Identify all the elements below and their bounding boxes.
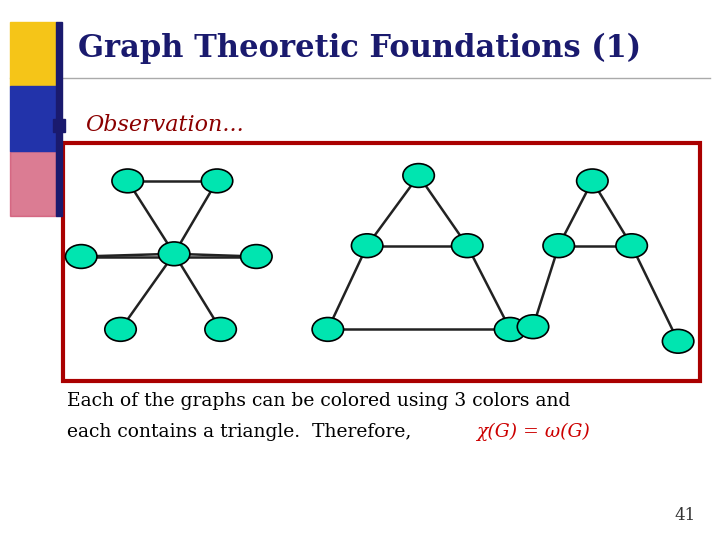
Circle shape — [577, 169, 608, 193]
Circle shape — [616, 234, 647, 258]
Circle shape — [351, 234, 383, 258]
Circle shape — [205, 318, 236, 341]
Bar — [9, 22, 56, 86]
Bar — [56, 22, 62, 216]
Bar — [9, 151, 56, 216]
Text: 41: 41 — [675, 507, 696, 524]
Circle shape — [240, 245, 272, 268]
Circle shape — [495, 318, 526, 341]
Circle shape — [543, 234, 575, 258]
Circle shape — [66, 245, 97, 268]
Text: χ(G) = ω(G): χ(G) = ω(G) — [476, 423, 590, 441]
Circle shape — [312, 318, 343, 341]
Circle shape — [662, 329, 694, 353]
Circle shape — [403, 164, 434, 187]
Circle shape — [202, 169, 233, 193]
Text: Observation...: Observation... — [85, 114, 243, 136]
Text: Each of the graphs can be colored using 3 colors and: Each of the graphs can be colored using … — [67, 392, 570, 410]
Bar — [53, 119, 66, 132]
Circle shape — [158, 242, 190, 266]
Text: Graph Theoretic Foundations (1): Graph Theoretic Foundations (1) — [78, 33, 642, 64]
Circle shape — [517, 315, 549, 339]
Circle shape — [105, 318, 136, 341]
Text: each contains a triangle.  Therefore,: each contains a triangle. Therefore, — [67, 423, 418, 441]
Bar — [9, 86, 56, 151]
FancyBboxPatch shape — [63, 143, 700, 381]
Circle shape — [451, 234, 483, 258]
Circle shape — [112, 169, 143, 193]
